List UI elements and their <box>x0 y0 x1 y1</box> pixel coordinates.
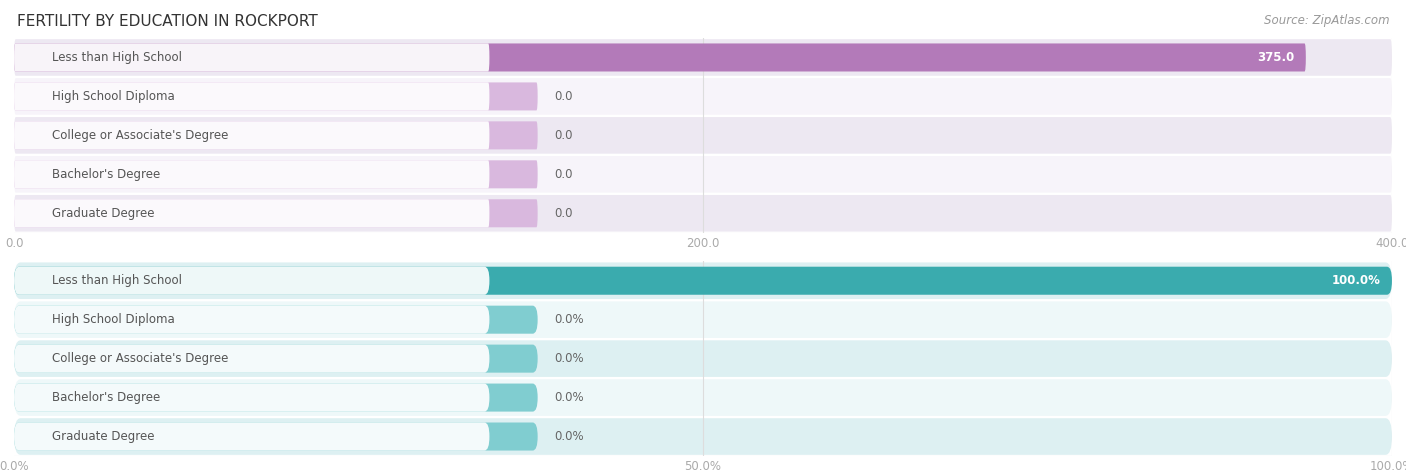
FancyBboxPatch shape <box>14 305 537 334</box>
FancyBboxPatch shape <box>14 82 537 111</box>
FancyBboxPatch shape <box>14 43 489 72</box>
FancyBboxPatch shape <box>14 121 489 150</box>
Text: Bachelor's Degree: Bachelor's Degree <box>52 391 160 404</box>
FancyBboxPatch shape <box>14 156 1392 193</box>
Text: Bachelor's Degree: Bachelor's Degree <box>52 168 160 181</box>
FancyBboxPatch shape <box>14 305 489 334</box>
Text: High School Diploma: High School Diploma <box>52 313 174 326</box>
FancyBboxPatch shape <box>14 43 1306 72</box>
Text: 375.0: 375.0 <box>1257 51 1295 64</box>
Text: 100.0%: 100.0% <box>1331 274 1381 287</box>
FancyBboxPatch shape <box>14 301 1392 338</box>
FancyBboxPatch shape <box>14 195 1392 232</box>
FancyBboxPatch shape <box>14 160 537 189</box>
Text: Graduate Degree: Graduate Degree <box>52 430 155 443</box>
FancyBboxPatch shape <box>14 418 1392 455</box>
Text: College or Associate's Degree: College or Associate's Degree <box>52 129 228 142</box>
FancyBboxPatch shape <box>14 78 1392 115</box>
FancyBboxPatch shape <box>14 262 1392 299</box>
FancyBboxPatch shape <box>14 340 1392 377</box>
FancyBboxPatch shape <box>14 383 489 412</box>
Text: 0.0%: 0.0% <box>554 391 583 404</box>
FancyBboxPatch shape <box>14 266 1392 295</box>
Text: College or Associate's Degree: College or Associate's Degree <box>52 352 228 365</box>
FancyBboxPatch shape <box>14 422 489 451</box>
FancyBboxPatch shape <box>14 117 1392 154</box>
Text: Graduate Degree: Graduate Degree <box>52 207 155 220</box>
FancyBboxPatch shape <box>14 82 489 111</box>
Text: 0.0%: 0.0% <box>554 352 583 365</box>
FancyBboxPatch shape <box>14 160 489 189</box>
FancyBboxPatch shape <box>14 344 489 373</box>
Text: 0.0: 0.0 <box>554 129 572 142</box>
FancyBboxPatch shape <box>14 379 1392 416</box>
Text: 0.0: 0.0 <box>554 168 572 181</box>
Text: Less than High School: Less than High School <box>52 274 183 287</box>
Text: 0.0: 0.0 <box>554 207 572 220</box>
Text: Less than High School: Less than High School <box>52 51 183 64</box>
Text: 0.0: 0.0 <box>554 90 572 103</box>
FancyBboxPatch shape <box>14 39 1392 76</box>
Text: High School Diploma: High School Diploma <box>52 90 174 103</box>
FancyBboxPatch shape <box>14 266 489 295</box>
Text: 0.0%: 0.0% <box>554 313 583 326</box>
FancyBboxPatch shape <box>14 383 537 412</box>
Text: FERTILITY BY EDUCATION IN ROCKPORT: FERTILITY BY EDUCATION IN ROCKPORT <box>17 14 318 29</box>
FancyBboxPatch shape <box>14 121 537 150</box>
Text: 0.0%: 0.0% <box>554 430 583 443</box>
FancyBboxPatch shape <box>14 199 489 228</box>
FancyBboxPatch shape <box>14 199 537 228</box>
Text: Source: ZipAtlas.com: Source: ZipAtlas.com <box>1264 14 1389 27</box>
FancyBboxPatch shape <box>14 344 537 373</box>
FancyBboxPatch shape <box>14 422 537 451</box>
